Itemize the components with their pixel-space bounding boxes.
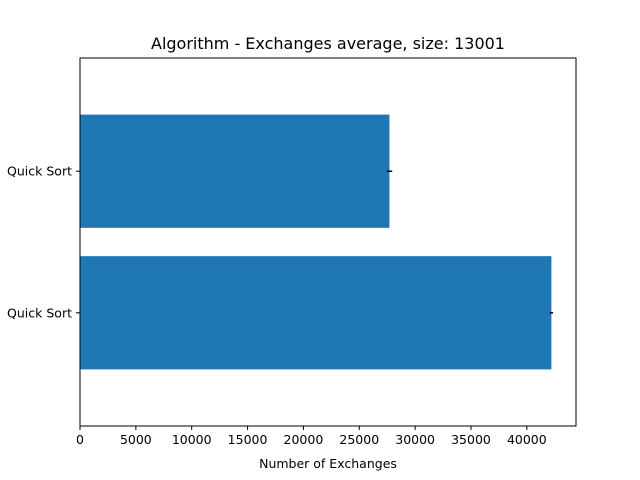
bar-0 bbox=[80, 256, 552, 370]
y-tick-label-1: Quick Sort bbox=[7, 164, 72, 179]
error-bars bbox=[386, 170, 554, 314]
y-tick-label-0: Quick Sort bbox=[7, 305, 72, 320]
x-tick-label-3: 15000 bbox=[228, 432, 268, 447]
x-tick-label-6: 30000 bbox=[395, 432, 435, 447]
x-axis-label: Number of Exchanges bbox=[259, 456, 397, 471]
plot-frame bbox=[79, 57, 577, 427]
x-tick-label-8: 40000 bbox=[507, 432, 547, 447]
x-tick-label-5: 25000 bbox=[339, 432, 379, 447]
y-axis: Quick Sort Quick Sort bbox=[7, 164, 80, 320]
x-tick-label-1: 5000 bbox=[120, 432, 152, 447]
x-axis: 0 5000 10000 15000 20000 25000 30000 35000 40000 bbox=[76, 426, 547, 447]
x-tick-label-4: 20000 bbox=[284, 432, 324, 447]
x-tick-label-7: 35000 bbox=[451, 432, 491, 447]
x-tick-label-2: 10000 bbox=[172, 432, 212, 447]
x-tick-label-0: 0 bbox=[76, 432, 84, 447]
bars bbox=[80, 114, 552, 370]
chart-title: Algorithm - Exchanges average, size: 130… bbox=[151, 34, 505, 53]
bar-1 bbox=[80, 114, 390, 228]
